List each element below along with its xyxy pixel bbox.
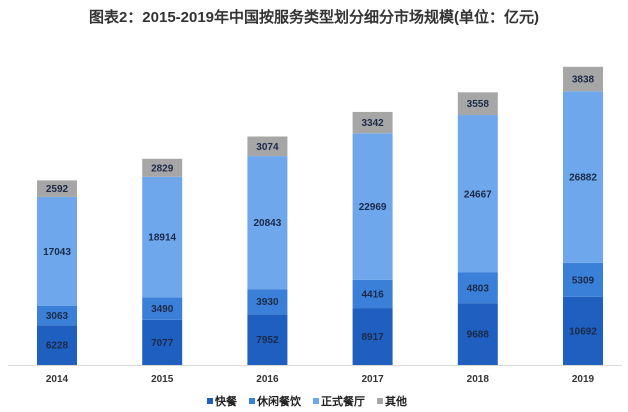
bar-segment-2014-1 bbox=[37, 305, 77, 326]
legend-swatch-0 bbox=[207, 398, 213, 404]
bar-segment-2019-3 bbox=[563, 66, 603, 92]
legend-swatch-1 bbox=[249, 398, 255, 404]
x-tick-label: 2015 bbox=[151, 374, 174, 385]
bar-segment-2017-2 bbox=[352, 133, 393, 280]
bar-segment-2016-3 bbox=[247, 136, 288, 157]
data-label: 24667 bbox=[464, 189, 492, 200]
data-label: 3342 bbox=[361, 118, 384, 129]
legend-label: 正式餐厅 bbox=[321, 394, 365, 408]
x-tick-label: 2018 bbox=[467, 374, 490, 385]
bar-segment-2015-2 bbox=[142, 176, 183, 298]
bar-segment-2017-3 bbox=[352, 111, 393, 134]
bar-segment-2018-3 bbox=[457, 92, 498, 116]
bar-segment-2014-0 bbox=[37, 325, 77, 365]
bar-segment-2016-0 bbox=[247, 314, 288, 365]
bar-segment-2014-3 bbox=[37, 180, 77, 197]
bar-segment-2019-1 bbox=[563, 262, 603, 297]
data-label: 7952 bbox=[256, 335, 279, 346]
bar-segment-2015-3 bbox=[142, 158, 183, 177]
data-label: 2829 bbox=[151, 163, 174, 174]
bar-segment-2016-2 bbox=[247, 156, 288, 290]
bar-segment-2015-1 bbox=[142, 297, 183, 320]
data-label: 26882 bbox=[569, 173, 597, 184]
legend-label: 快餐 bbox=[214, 394, 238, 408]
bar-segment-2017-0 bbox=[352, 308, 393, 365]
bar-segment-2019-2 bbox=[563, 91, 603, 263]
x-tick-label: 2019 bbox=[572, 374, 595, 385]
bar-segment-2018-0 bbox=[457, 303, 498, 365]
legend-swatch-2 bbox=[313, 398, 319, 404]
data-label: 3063 bbox=[46, 311, 69, 322]
data-label: 3490 bbox=[151, 304, 174, 315]
bar-segment-2017-1 bbox=[352, 279, 393, 309]
bar-segment-2018-2 bbox=[457, 115, 498, 273]
data-label: 5309 bbox=[572, 275, 595, 286]
x-tick-label: 2016 bbox=[256, 374, 279, 385]
bar-segment-2019-0 bbox=[563, 296, 603, 365]
bar-segment-2014-2 bbox=[37, 196, 77, 306]
data-label: 8917 bbox=[361, 332, 384, 343]
bar-segment-2016-1 bbox=[247, 289, 288, 315]
data-label: 3930 bbox=[256, 297, 279, 308]
legend-label: 其他 bbox=[385, 394, 407, 408]
bar-segment-2018-1 bbox=[457, 272, 498, 304]
x-tick-label: 2017 bbox=[361, 374, 384, 385]
legend-swatch-3 bbox=[377, 398, 383, 404]
data-label: 3074 bbox=[256, 142, 279, 153]
data-label: 6228 bbox=[46, 341, 69, 352]
data-label: 3838 bbox=[572, 75, 595, 86]
chart-title: 图表2：2015-2019年中国按服务类型划分细分市场规模(单位：亿元) bbox=[88, 9, 540, 26]
data-label: 9688 bbox=[467, 330, 490, 341]
data-label: 2592 bbox=[46, 184, 69, 195]
data-label: 4803 bbox=[467, 283, 490, 294]
data-label: 20843 bbox=[253, 218, 281, 229]
bar-segment-2015-0 bbox=[142, 319, 183, 365]
x-tick-label: 2014 bbox=[46, 374, 69, 385]
data-label: 7077 bbox=[151, 338, 174, 349]
data-label: 10692 bbox=[569, 326, 597, 337]
data-label: 17043 bbox=[43, 247, 71, 258]
data-label: 4416 bbox=[361, 289, 384, 300]
data-label: 18914 bbox=[148, 233, 176, 244]
data-label: 22969 bbox=[359, 202, 387, 213]
legend-label: 休闲餐饮 bbox=[256, 394, 302, 408]
data-label: 3558 bbox=[467, 99, 490, 110]
